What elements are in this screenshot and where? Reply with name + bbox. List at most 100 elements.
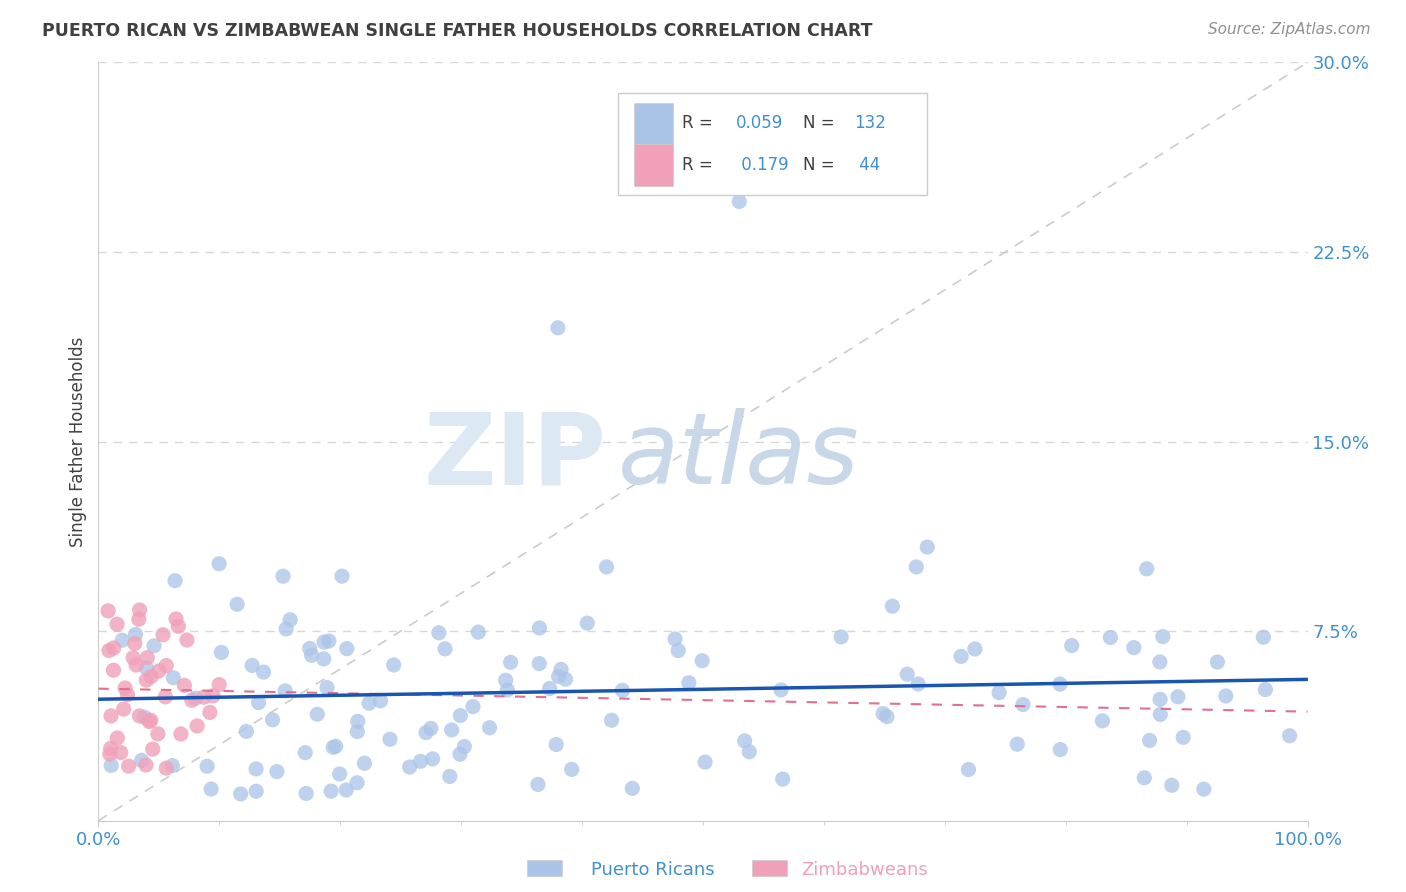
Point (319, 784, 342, 798)
Point (621, 781, 644, 796)
Point (335, 783, 357, 797)
Point (165, 574, 187, 588)
Point (1171, 731, 1194, 745)
Text: Source: ZipAtlas.com: Source: ZipAtlas.com (1208, 22, 1371, 37)
Point (529, 657, 551, 671)
Point (155, 761, 177, 775)
Point (135, 661, 157, 675)
Point (882, 599, 904, 614)
Point (128, 709, 150, 723)
Point (142, 742, 165, 756)
Point (124, 627, 146, 641)
Text: 44: 44 (855, 156, 880, 174)
Point (165, 612, 187, 626)
Point (114, 681, 136, 695)
Point (1206, 655, 1229, 669)
Point (1149, 707, 1171, 722)
Point (576, 616, 599, 631)
Point (957, 763, 980, 777)
Point (770, 682, 793, 697)
Point (346, 724, 368, 739)
Point (112, 702, 135, 716)
Point (1167, 690, 1189, 704)
Point (316, 681, 339, 695)
Point (245, 784, 267, 798)
Text: R =: R = (682, 156, 718, 174)
Point (136, 650, 159, 665)
Point (346, 714, 368, 729)
Text: N =: N = (803, 114, 841, 132)
Point (262, 713, 284, 727)
Point (330, 569, 353, 583)
Point (1133, 771, 1156, 785)
Point (139, 713, 162, 727)
Point (278, 613, 301, 627)
Point (690, 654, 713, 668)
Point (173, 678, 195, 692)
Point (105, 617, 128, 632)
Point (170, 727, 193, 741)
Point (1139, 733, 1161, 747)
Point (124, 636, 146, 650)
Text: ZIP: ZIP (423, 409, 606, 505)
Point (495, 673, 517, 688)
Point (131, 753, 153, 767)
Point (138, 714, 160, 729)
Point (307, 707, 329, 722)
Point (1136, 562, 1159, 576)
Text: R =: R = (682, 114, 718, 132)
Point (135, 758, 157, 772)
Point (274, 684, 297, 698)
Point (176, 633, 198, 648)
Point (1253, 630, 1275, 644)
Text: 0.179: 0.179 (735, 156, 789, 174)
Point (143, 639, 166, 653)
Point (226, 597, 249, 611)
Point (336, 641, 359, 656)
Point (907, 677, 929, 691)
Point (100, 741, 122, 756)
Point (1049, 677, 1071, 691)
Point (229, 787, 252, 801)
Text: 132: 132 (855, 114, 886, 132)
Point (103, 640, 125, 655)
Point (346, 776, 368, 790)
Point (550, 662, 572, 676)
Point (915, 540, 938, 554)
Point (529, 621, 551, 635)
Point (162, 758, 184, 772)
Point (298, 641, 321, 656)
Point (449, 747, 471, 762)
Point (198, 706, 221, 720)
Point (247, 696, 270, 710)
Point (117, 688, 139, 702)
Point (1122, 640, 1144, 655)
Point (148, 664, 170, 678)
Point (271, 569, 294, 583)
Point (693, 755, 716, 769)
Point (1254, 682, 1277, 697)
Point (1152, 630, 1174, 644)
FancyBboxPatch shape (619, 93, 927, 195)
Point (125, 658, 148, 673)
Point (1192, 782, 1215, 797)
Point (200, 782, 222, 797)
Point (499, 656, 522, 670)
Point (419, 722, 441, 736)
Point (453, 739, 475, 754)
Point (728, 194, 751, 209)
Point (440, 723, 463, 737)
Point (872, 706, 894, 721)
Point (100, 758, 122, 772)
Point (110, 746, 132, 760)
Point (128, 612, 150, 626)
Point (128, 603, 150, 617)
Point (202, 689, 225, 703)
Point (439, 769, 461, 783)
Point (963, 642, 986, 657)
Bar (634, 145, 673, 186)
Point (98, 747, 121, 761)
Point (312, 635, 335, 649)
Point (162, 671, 184, 685)
Point (467, 625, 489, 640)
